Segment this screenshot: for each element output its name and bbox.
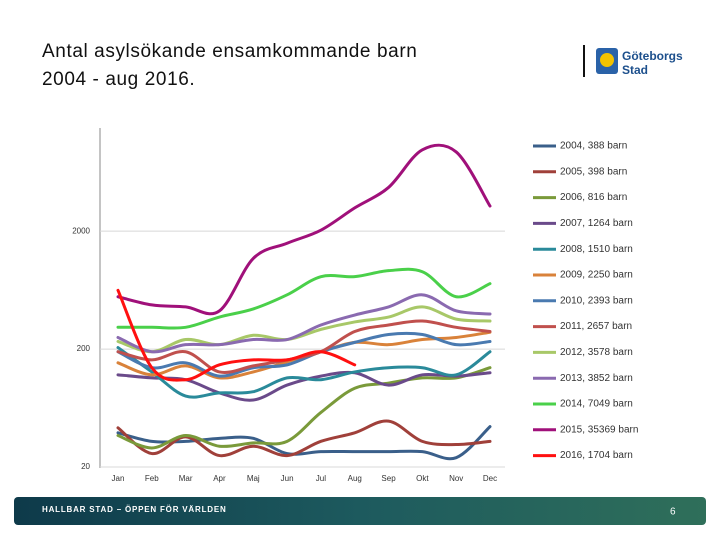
footer-banner — [14, 497, 706, 525]
series-line — [116, 305, 492, 354]
x-tick-label: Feb — [145, 474, 159, 483]
x-tick-label: Okt — [416, 474, 429, 483]
legend-label: 2010, 2393 barn — [560, 295, 633, 306]
footer-text: HALLBAR STAD – ÖPPEN FÖR VÄRLDEN — [42, 505, 227, 514]
series-line — [116, 425, 492, 461]
legend-label: 2009, 2250 barn — [560, 270, 633, 281]
series-line — [116, 267, 492, 330]
plot-area — [100, 128, 505, 468]
logo-emblem-detail — [600, 53, 614, 67]
logo-text: Göteborgs — [622, 49, 683, 63]
legend-label: 2005, 398 barn — [560, 166, 627, 177]
series-line — [116, 293, 492, 354]
legend-label: 2014, 7049 barn — [560, 399, 633, 410]
legend-label: 2004, 388 barn — [560, 141, 627, 152]
series-line — [116, 143, 492, 316]
x-tick-label: Aug — [348, 474, 362, 483]
x-tick-label: Sep — [381, 474, 396, 483]
x-tick-label: Maj — [247, 474, 260, 483]
x-tick-label: Jan — [112, 474, 125, 483]
legend-label: 2012, 3578 barn — [560, 347, 633, 358]
x-tick-label: Jul — [316, 474, 326, 483]
legend-label: 2013, 3852 barn — [560, 373, 633, 384]
series-line — [116, 331, 492, 378]
series-line — [116, 319, 492, 374]
y-tick-label: 200 — [77, 344, 91, 353]
legend-label: 2007, 1264 barn — [560, 218, 633, 229]
series-line — [116, 346, 492, 399]
legend-label: 2006, 816 barn — [560, 192, 627, 203]
logo-divider — [583, 45, 585, 77]
y-tick-label: 20 — [81, 462, 90, 471]
legend-label: 2008, 1510 barn — [560, 244, 633, 255]
title-line: Antal asylsökande ensamkommande barn — [42, 41, 417, 62]
x-tick-label: Jun — [281, 474, 294, 483]
legend-label: 2011, 2657 barn — [560, 321, 632, 332]
legend-label: 2016, 1704 barn — [560, 450, 633, 461]
logo-text: Stad — [622, 63, 648, 77]
x-tick-label: Mar — [179, 474, 193, 483]
x-tick-label: Dec — [483, 474, 497, 483]
legend-label: 2015, 35369 barn — [560, 424, 638, 435]
x-tick-label: Nov — [449, 474, 463, 483]
series-line — [116, 288, 357, 382]
series-line — [116, 366, 492, 450]
x-tick-label: Apr — [213, 474, 226, 483]
page-number: 6 — [670, 507, 676, 518]
y-tick-label: 2000 — [72, 226, 90, 235]
title-line: 2004 - aug 2016. — [42, 69, 195, 90]
